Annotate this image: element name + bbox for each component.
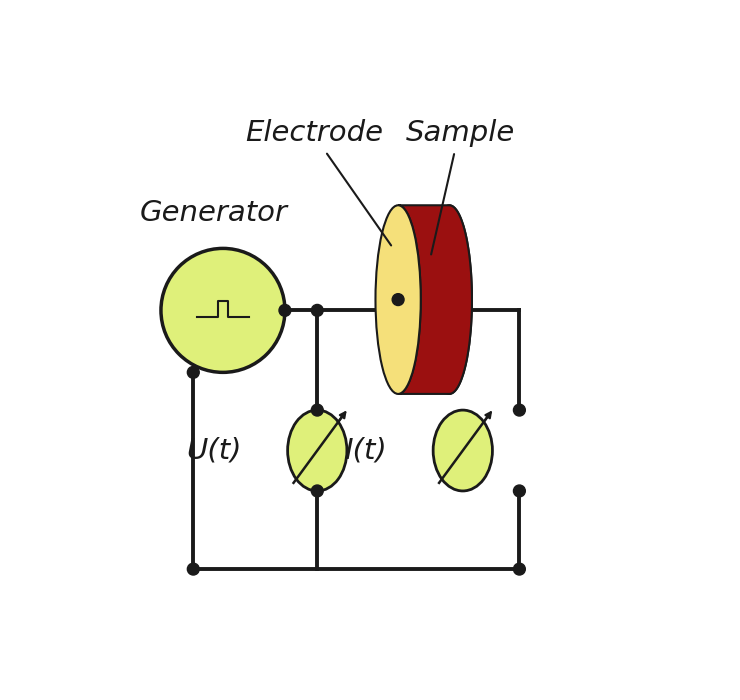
Circle shape xyxy=(161,248,285,372)
Polygon shape xyxy=(398,205,472,394)
Text: Generator: Generator xyxy=(139,199,287,228)
Ellipse shape xyxy=(427,205,472,394)
Text: Electrode: Electrode xyxy=(246,118,383,146)
Text: I(t): I(t) xyxy=(345,437,387,465)
Circle shape xyxy=(392,294,404,305)
Circle shape xyxy=(187,366,199,378)
Ellipse shape xyxy=(375,205,421,394)
Ellipse shape xyxy=(288,410,347,491)
Circle shape xyxy=(312,485,323,497)
Circle shape xyxy=(312,304,323,316)
Circle shape xyxy=(514,404,525,416)
Circle shape xyxy=(514,564,525,575)
Ellipse shape xyxy=(433,410,492,491)
Circle shape xyxy=(312,404,323,416)
Circle shape xyxy=(514,485,525,497)
Circle shape xyxy=(187,564,199,575)
Circle shape xyxy=(279,304,291,316)
Text: Sample: Sample xyxy=(406,118,515,146)
Text: U(t): U(t) xyxy=(186,437,242,465)
